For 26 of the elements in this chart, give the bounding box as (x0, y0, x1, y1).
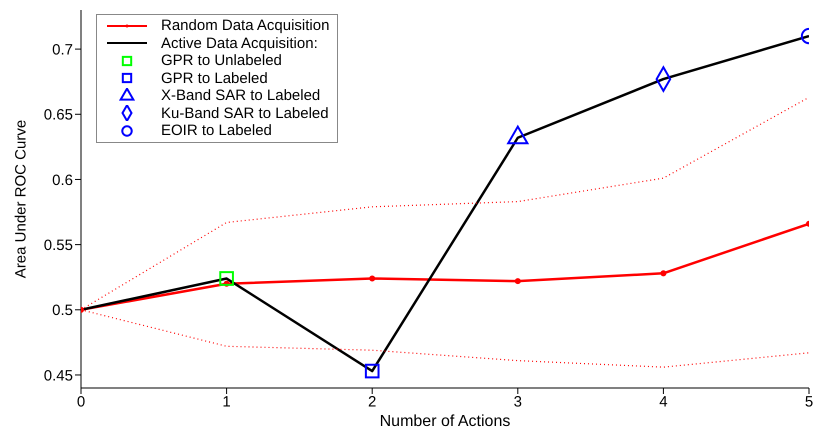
point (219, 271, 234, 286)
x-tick-label: 1 (222, 394, 231, 411)
legend-label: Random Data Acquisition (161, 17, 330, 34)
y-tick-label: 0.7 (52, 41, 73, 58)
legend-label: EOIR to Labeled (161, 122, 272, 140)
point (369, 275, 376, 282)
legend-label: X-Band SAR to Labeled (161, 87, 320, 104)
x-axis-title: Number of Actions (380, 413, 510, 430)
point (660, 270, 666, 276)
y-tick-label: 0.6 (52, 172, 73, 189)
y-axis-title: Area Under ROC Curve (12, 120, 30, 278)
point (514, 278, 521, 284)
y-tick-label: 0.55 (44, 236, 73, 254)
x-tick-label: 4 (659, 394, 668, 411)
legend-label: GPR to Unlabeled (161, 52, 282, 70)
y-tick-label: 0.5 (52, 302, 73, 320)
y-tick-label: 0.65 (44, 106, 73, 124)
x-tick-label: 5 (804, 394, 814, 411)
point (364, 364, 380, 378)
x-tick-label: 3 (514, 394, 522, 411)
legend-label: GPR to Labeled (161, 70, 268, 87)
legend-label: Ku-Band SAR to Labeled (161, 104, 329, 122)
x-tick-label: 0 (76, 394, 86, 411)
legend-label: Active Data Acquisition: (161, 34, 318, 52)
y-tick-label: 0.45 (44, 367, 73, 384)
x-tick-label: 2 (368, 394, 376, 411)
